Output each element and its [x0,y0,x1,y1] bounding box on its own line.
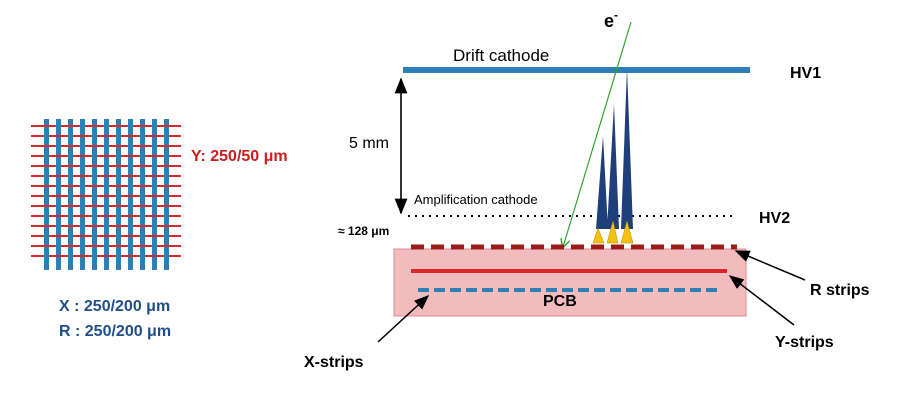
grid-blue-strip [80,119,85,270]
avalanche-2 [607,104,619,229]
y-strips-arrow [728,275,795,326]
drift-cathode-bar [403,67,750,73]
r-strips-arrow [734,250,806,281]
grid-blue-strip [92,119,97,270]
electron-label: e- [604,8,618,31]
grid-blue-strip [116,119,121,270]
grid-blue-strip [140,119,145,270]
grid-y-strips-front [43,125,170,257]
avalanche-1 [596,136,608,229]
grid-blue-strip [152,119,157,270]
y-strips-label: Y-strips [775,334,834,351]
pcb-label: PCB [543,293,577,310]
avalanche-3 [621,68,633,229]
y-strips-line [411,269,727,273]
r-strips-label: R strips [810,282,870,299]
grid-blue-strip [56,119,61,270]
pcb-board [393,248,747,317]
electron-track [563,21,632,247]
r-pitch-label: R : 250/200 μm [59,323,171,340]
hv2-label: HV2 [759,210,790,227]
hv1-label: HV1 [790,65,821,82]
x-strips-label: X-strips [304,354,364,371]
y-pitch-label: Y: 250/50 μm [191,148,288,165]
gap-label-bg [344,128,394,154]
x-pitch-label: X : 250/200 μm [59,298,170,315]
grid-blue-strip [128,119,133,270]
spark-2 [606,220,619,244]
spark-3 [620,220,634,244]
spark-1 [592,227,605,244]
amp-cathode-label: Amplification cathode [414,192,538,207]
gap-label: 5 mm [349,135,389,152]
mesh-gap-label: ≈ 128 μm [338,224,389,238]
avalanches [592,68,634,244]
grid-blue-strip [164,119,169,270]
grid-blue-strip [104,119,109,270]
grid-blue-strip [44,119,49,270]
grid-x-strips [44,119,169,270]
drift-cathode-label: Drift cathode [453,46,549,65]
x-strips-arrow [377,294,430,343]
strip-grid [31,119,181,270]
grid-blue-strip [68,119,73,270]
